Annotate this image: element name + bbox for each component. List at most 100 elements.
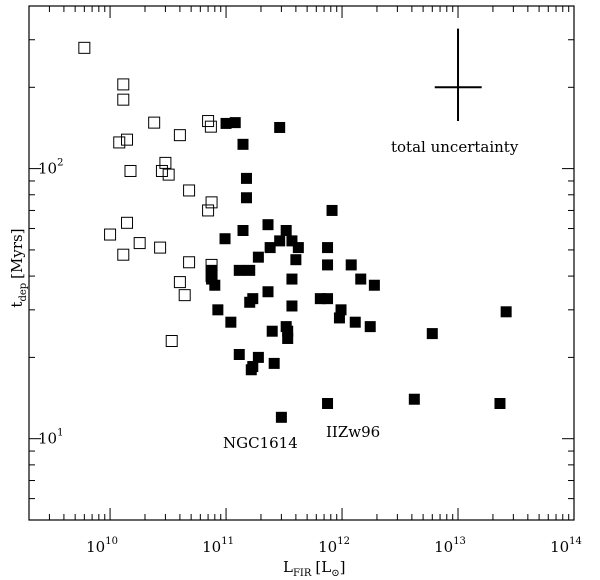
- filled-square-point: [322, 242, 334, 254]
- open-square-point: [117, 93, 130, 106]
- y-axis-label-main: t: [8, 302, 26, 308]
- x-tick-label-exp: 11: [221, 536, 234, 547]
- open-square-point: [121, 133, 134, 146]
- filled-square-point: [206, 273, 218, 285]
- uncertainty-error-bar: [434, 28, 482, 122]
- annotation-iizw96: IIZw96: [326, 423, 380, 441]
- filled-square-point: [368, 279, 380, 291]
- open-square-point: [117, 248, 130, 261]
- filled-square-point: [275, 411, 287, 423]
- filled-square-point: [349, 316, 361, 328]
- axis-ticks: [28, 5, 574, 521]
- filled-square-point: [240, 172, 252, 184]
- x-tick-label-base: 10: [202, 538, 221, 556]
- open-square-point: [121, 216, 134, 229]
- open-square-point: [205, 196, 218, 209]
- filled-square-point: [274, 121, 286, 133]
- x-tick-label: 1013: [434, 536, 466, 556]
- filled-square-point: [286, 300, 298, 312]
- open-square-point: [178, 289, 191, 302]
- filled-square-point: [314, 293, 326, 305]
- filled-square-point: [262, 219, 274, 231]
- x-tick-label-base: 10: [550, 538, 569, 556]
- filled-square-point: [333, 312, 345, 324]
- open-square-point: [162, 168, 175, 181]
- filled-square-point: [335, 304, 347, 316]
- filled-square-point: [212, 304, 224, 316]
- filled-square-point: [494, 397, 506, 409]
- filled-square-point: [408, 393, 420, 405]
- filled-square-point: [290, 254, 302, 266]
- filled-square-point: [355, 273, 367, 285]
- x-tick-label-exp: 13: [453, 536, 466, 547]
- y-tick-label-exp: 2: [57, 158, 63, 169]
- filled-square-point: [206, 264, 218, 276]
- filled-square-point: [237, 224, 249, 236]
- y-axis-label-unit: [Myrs]: [8, 228, 26, 278]
- filled-square-point: [252, 351, 264, 363]
- open-square-point: [173, 276, 186, 289]
- filled-square-point: [244, 264, 256, 276]
- y-axis-label-sub: dep: [18, 283, 29, 302]
- filled-square-point: [322, 397, 334, 409]
- y-tick-label-exp: 1: [57, 428, 63, 439]
- open-square-point: [173, 129, 186, 142]
- open-square-point: [204, 120, 217, 133]
- y-tick-label-base: 10: [38, 430, 57, 448]
- filled-square-point: [292, 242, 304, 254]
- x-tick-label-exp: 14: [569, 536, 582, 547]
- filled-square-point: [264, 242, 276, 254]
- filled-square-point: [233, 264, 245, 276]
- filled-square-point: [209, 279, 221, 291]
- filled-square-point: [229, 117, 241, 129]
- open-square-point: [155, 164, 168, 177]
- filled-square-point: [322, 259, 334, 271]
- data-points: [78, 41, 512, 423]
- filled-square-point: [500, 306, 512, 318]
- open-square-point: [133, 237, 146, 250]
- filled-square-point: [237, 138, 249, 150]
- open-square-point: [202, 204, 215, 217]
- filled-square-point: [252, 251, 264, 263]
- y-tick-label-base: 10: [38, 160, 57, 178]
- open-square-point: [159, 156, 172, 169]
- filled-square-point: [220, 117, 232, 129]
- x-tick-label-base: 10: [434, 538, 453, 556]
- open-square-point: [148, 116, 161, 129]
- open-square-point: [183, 256, 196, 269]
- open-square-point: [183, 184, 196, 197]
- open-square-point: [113, 136, 126, 149]
- x-axis-label-sub: FIR: [293, 568, 312, 579]
- annotation-ngc1614: NGC1614: [223, 434, 298, 452]
- x-axis-label-unit: [L: [315, 558, 331, 576]
- x-tick-label-exp: 10: [105, 536, 118, 547]
- filled-square-point: [286, 273, 298, 285]
- filled-square-point: [364, 321, 376, 333]
- filled-square-point: [282, 332, 294, 344]
- x-axis-label-main: L: [283, 558, 293, 576]
- filled-square-point: [286, 235, 298, 247]
- y-tick-label: 101: [38, 428, 63, 448]
- annotation-total-uncertainty: total uncertainty: [391, 138, 519, 156]
- open-square-point: [154, 241, 167, 254]
- x-tick-label: 1012: [318, 536, 350, 556]
- filled-square-point: [282, 325, 294, 337]
- filled-square-point: [266, 325, 278, 337]
- open-square-point: [165, 334, 178, 347]
- open-square-point: [104, 228, 117, 241]
- filled-square-point: [262, 286, 274, 298]
- x-tick-label-base: 10: [86, 538, 105, 556]
- filled-square-point: [225, 316, 237, 328]
- x-axis-label: LFIR [L⊙]: [283, 558, 345, 579]
- open-square-point: [124, 164, 137, 177]
- x-axis-label-sun-sub: ⊙: [331, 568, 339, 579]
- filled-square-point: [274, 235, 286, 247]
- x-tick-label: 1014: [550, 536, 582, 556]
- filled-square-point: [326, 204, 338, 216]
- plot-frame: [28, 5, 575, 521]
- filled-square-point: [245, 364, 257, 376]
- filled-square-point: [233, 348, 245, 360]
- y-axis-label: tdep [Myrs]: [8, 228, 29, 307]
